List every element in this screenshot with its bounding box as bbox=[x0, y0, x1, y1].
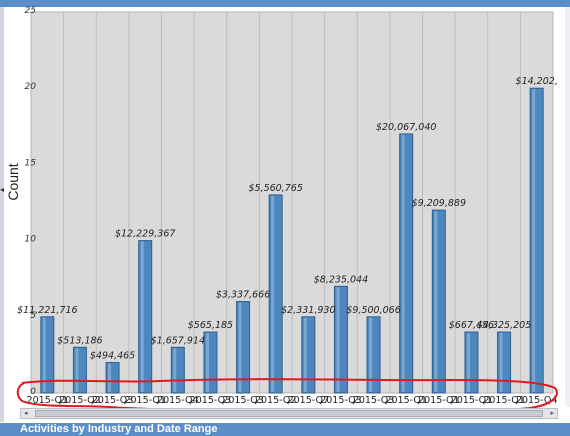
annotation-circle bbox=[16, 378, 558, 414]
x-tick-label: 2015-Q3 bbox=[92, 395, 133, 406]
bar[interactable] bbox=[268, 194, 283, 394]
x-tick-label: 2015-Q1 bbox=[27, 395, 68, 406]
x-tick-label: 2015-Q3 bbox=[353, 395, 394, 406]
y-tick-label: 25 bbox=[25, 6, 37, 16]
data-label: $565,185 bbox=[188, 320, 233, 331]
data-label: $513,186 bbox=[57, 335, 102, 346]
data-label: $11,221,716 bbox=[17, 305, 77, 316]
panel-title-bar: Activities by Industry and Date Range bbox=[0, 423, 570, 436]
data-label: $1,657,914 bbox=[151, 335, 205, 346]
data-label: $4,325,205 bbox=[477, 320, 531, 331]
data-label: $5,560,765 bbox=[248, 183, 302, 194]
data-label: $2,331,930 bbox=[281, 305, 335, 316]
data-label: $8,235,044 bbox=[314, 274, 368, 285]
y-tick-label: 15 bbox=[25, 158, 37, 168]
data-label: $494,465 bbox=[90, 351, 135, 362]
x-tick-label: 2015-Q1 bbox=[451, 395, 492, 406]
bar[interactable] bbox=[497, 331, 512, 394]
y-tick-label: 5 bbox=[30, 311, 36, 321]
data-label: $12,229,367 bbox=[115, 229, 175, 240]
y-tick-label: 10 bbox=[25, 235, 37, 245]
x-tick-label: 2015-Q4 bbox=[157, 395, 198, 406]
bar[interactable] bbox=[105, 362, 120, 394]
x-tick-label: 2015-Q1 bbox=[385, 395, 426, 406]
panel-title: Activities by Industry and Date Range bbox=[20, 423, 218, 435]
scroll-right-icon[interactable]: ▸ bbox=[550, 409, 554, 417]
y-tick-label: 0 bbox=[30, 387, 36, 397]
data-label: $667,456 bbox=[449, 320, 494, 331]
x-tick-label: 2015-Q1 bbox=[483, 395, 524, 406]
bar[interactable] bbox=[236, 301, 251, 394]
bar[interactable] bbox=[40, 316, 55, 394]
right-panel-edge bbox=[565, 7, 570, 407]
y-axis-label: Count bbox=[5, 163, 21, 200]
bar[interactable] bbox=[138, 240, 153, 394]
collapse-arrow-icon[interactable]: ◂ bbox=[0, 185, 5, 194]
x-tick-label: 2015-Q1 bbox=[124, 395, 165, 406]
data-label: $3,337,666 bbox=[216, 290, 270, 301]
left-panel-edge bbox=[0, 7, 4, 422]
bar[interactable] bbox=[170, 346, 185, 394]
header-bar bbox=[0, 0, 570, 7]
x-tick-label: 2015-Q3 bbox=[320, 395, 361, 406]
bar[interactable] bbox=[72, 346, 87, 394]
x-tick-label: 2015-Q3 bbox=[190, 395, 231, 406]
bar[interactable] bbox=[366, 316, 381, 394]
data-label: $9,500,066 bbox=[346, 305, 400, 316]
x-tick-label: 2015-Q7 bbox=[288, 395, 329, 406]
bar[interactable] bbox=[333, 285, 348, 394]
data-label: $14,202, bbox=[516, 76, 558, 87]
bar[interactable] bbox=[431, 209, 446, 394]
x-tick-label: 2015-Q4 bbox=[516, 395, 557, 406]
y-tick-label: 20 bbox=[25, 82, 37, 92]
x-tick-label: 2015-Q2 bbox=[255, 395, 296, 406]
bar[interactable] bbox=[529, 87, 544, 394]
bar[interactable] bbox=[203, 331, 218, 394]
scrollbar-thumb[interactable] bbox=[35, 410, 543, 417]
bar[interactable] bbox=[464, 331, 479, 394]
x-tick-label: 2015-Q2 bbox=[59, 395, 100, 406]
data-label: $9,209,889 bbox=[412, 198, 466, 209]
data-label: $20,067,040 bbox=[376, 122, 436, 133]
bar[interactable] bbox=[301, 316, 316, 394]
x-tick-label: 2015-Q3 bbox=[222, 395, 263, 406]
x-tick-label: 2015-Q1 bbox=[418, 395, 459, 406]
horizontal-scrollbar[interactable]: ◂ ▸ bbox=[20, 408, 558, 419]
bar[interactable] bbox=[399, 133, 414, 394]
scroll-left-icon[interactable]: ◂ bbox=[24, 409, 28, 417]
